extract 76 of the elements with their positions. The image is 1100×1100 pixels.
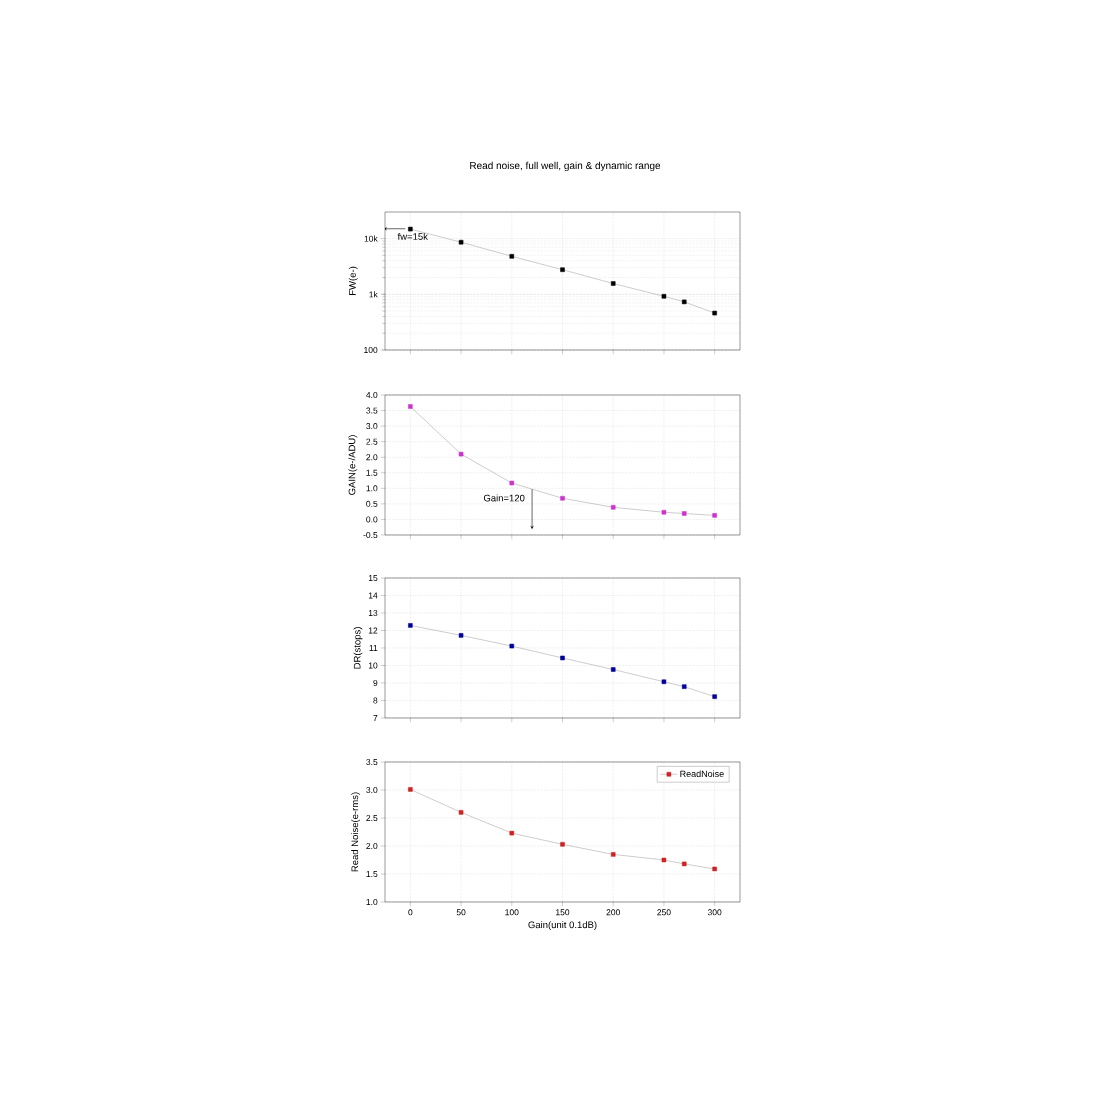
y-tick-label: 0.0 [366, 516, 378, 523]
point [661, 679, 667, 685]
point [681, 511, 687, 516]
y-tick-label: 2.5 [366, 438, 378, 445]
y-axis-title: GAIN(e-/ADU) [348, 435, 358, 495]
point [712, 513, 717, 518]
point [681, 861, 687, 867]
y-tick-label: 0.5 [366, 500, 378, 507]
y-axis-title: Read Noise(e-rms) [351, 792, 361, 872]
y-tick-label: 3.0 [366, 423, 378, 430]
point [458, 810, 464, 815]
annotation: Gain=120 [483, 494, 525, 502]
point [661, 294, 667, 299]
point [712, 866, 717, 872]
point [661, 857, 667, 863]
point [509, 830, 515, 836]
y-tick-label: 9 [373, 679, 378, 686]
y-tick-label: 1.5 [366, 469, 378, 476]
y-tick-label: 13 [368, 609, 378, 616]
y-tick-label: 2.0 [366, 454, 378, 461]
y-tick-label: 3.0 [366, 786, 378, 793]
point [560, 496, 565, 501]
point [560, 267, 565, 272]
y-tick-label: 2.0 [366, 842, 378, 849]
point [408, 404, 413, 409]
point [661, 510, 667, 515]
point [408, 226, 413, 232]
y-tick-label: 3.5 [366, 407, 378, 414]
point [610, 505, 616, 510]
point [509, 480, 515, 486]
point [712, 310, 717, 316]
y-tick-label: -0.5 [363, 531, 378, 538]
y-axis-title: FW(e-) [348, 266, 358, 295]
point [458, 239, 464, 245]
y-tick-label: 1.5 [366, 871, 378, 877]
y-tick-label: 4.0 [366, 391, 378, 398]
point [712, 694, 717, 699]
y-tick-label: 11 [369, 645, 378, 651]
y-axis-title: DR(stops) [353, 627, 363, 669]
y-tick-label: 1.0 [366, 485, 378, 492]
point [681, 684, 687, 689]
point [681, 299, 687, 305]
y-tick-label: 7 [373, 715, 378, 721]
x-tick-label: 0 [408, 909, 413, 916]
point [610, 667, 616, 672]
x-tick-label: 200 [606, 909, 620, 916]
y-tick-label: 10 [368, 662, 378, 669]
point [458, 451, 464, 457]
point [458, 633, 464, 638]
y-tick-label: 14 [368, 592, 378, 599]
x-tick-label: 50 [456, 909, 466, 916]
x-tick-label: 250 [657, 909, 671, 916]
y-tick-label: 1.0 [366, 898, 378, 905]
point [408, 787, 413, 792]
point [560, 842, 565, 847]
point [509, 254, 515, 259]
annotation: fw=15k [397, 232, 428, 240]
x-tick-label: 300 [707, 909, 722, 916]
y-tick-label: 15 [368, 575, 378, 581]
point [610, 852, 616, 857]
x-axis-title: Gain(unit 0.1dB) [528, 921, 597, 931]
y-tick-label: 2.5 [366, 814, 378, 821]
point [509, 643, 515, 649]
point [560, 655, 565, 661]
y-tick-label: 1k [369, 291, 378, 298]
x-tick-label: 150 [556, 909, 570, 916]
x-tick-label: 100 [505, 909, 519, 916]
legend-label: ReadNoise [680, 770, 724, 777]
point [408, 623, 413, 628]
point [610, 281, 616, 286]
chart-title: Read noise, full well, gain & dynamic range [470, 161, 661, 172]
y-tick-label: 12 [368, 627, 378, 634]
y-tick-label: 100 [364, 346, 378, 353]
y-tick-label: 3.5 [366, 758, 378, 765]
y-tick-label: 8 [373, 697, 378, 704]
y-tick-label: 10k [364, 235, 378, 242]
